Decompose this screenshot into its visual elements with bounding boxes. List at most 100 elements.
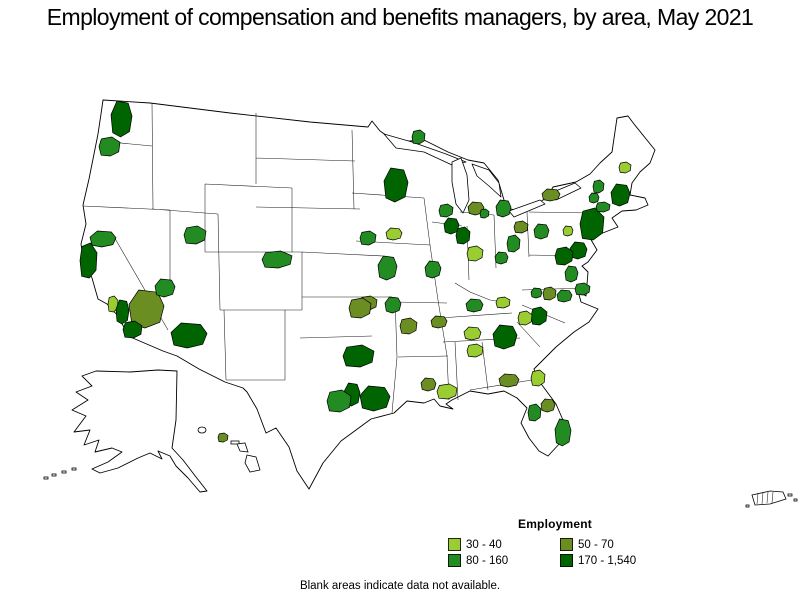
map-area-tallahassee (498, 373, 520, 388)
map-area-greenville-sc (517, 310, 533, 326)
map-area-little-rock (399, 317, 418, 335)
map-area-las-vegas (154, 278, 176, 298)
map-area-birmingham (466, 343, 484, 358)
vieques-island (787, 493, 793, 497)
map-area-omaha (359, 230, 377, 246)
map-area-baton-rouge (420, 377, 437, 392)
culebra-island (793, 498, 798, 502)
map-area-san-antonio (326, 389, 352, 413)
map-area-richmond (564, 265, 579, 283)
legend-swatch (560, 538, 573, 551)
legend-label: 30 - 40 (466, 538, 502, 551)
legend: Employment 30 - 40 50 - 70 80 - 160 170 - 1… (448, 517, 662, 567)
map-area-orlando (540, 398, 556, 413)
map-area-tulsa (384, 296, 402, 314)
legend-swatch (448, 554, 461, 567)
lake-michigan (451, 157, 470, 214)
map-area-santa-barbara (107, 295, 119, 313)
hawaii-islands (197, 426, 261, 473)
lake-huron (471, 163, 502, 198)
aleutian-island (61, 470, 67, 474)
map-area-tampa (527, 403, 542, 422)
map-area-salt-lake-city (183, 225, 207, 245)
map-area-milwaukee (443, 217, 460, 235)
map-area-denver (261, 250, 293, 269)
map-area-columbus-oh (506, 234, 521, 253)
map-area-charlotte (530, 306, 548, 326)
legend-label: 170 - 1,540 (578, 554, 637, 567)
map-area-scranton (562, 225, 574, 237)
map-area-portland-or (98, 136, 121, 157)
lake-erie (508, 199, 546, 218)
map-area-jacksonville (530, 369, 546, 387)
puerto-rico (745, 490, 798, 508)
map-area-chicago (455, 226, 471, 245)
aleutian-island (43, 476, 49, 480)
alaska (43, 369, 208, 493)
map-area-lansing (479, 208, 490, 219)
puerto-rico-municipios (756, 491, 774, 505)
map-area-knoxville (495, 296, 511, 309)
alaska-outline (71, 369, 208, 493)
legend-title: Employment (517, 517, 592, 531)
map-area-cleveland (513, 220, 529, 234)
map-area-indianapolis (466, 245, 484, 262)
map-area-portland-me (618, 161, 632, 174)
map-area-atlanta (492, 324, 518, 350)
map-area-greensboro (530, 287, 543, 299)
map-area-grand-rapids (467, 201, 485, 216)
puerto-rico-islet (745, 504, 750, 508)
map-area-pittsburgh (533, 223, 550, 240)
puerto-rico-outline (751, 490, 787, 506)
map-area-manchester-nh (592, 179, 605, 194)
legend-items: 30 - 40 50 - 70 80 - 160 170 - 1,540 (448, 538, 662, 567)
map-area-st-louis (424, 260, 442, 279)
legend-item: 50 - 70 (560, 538, 662, 551)
map-area-louisville (465, 298, 484, 313)
aleutian-island (71, 467, 77, 471)
aleutian-island (51, 473, 57, 477)
map-area-miami-south-florida (554, 418, 572, 447)
maui-island (236, 442, 249, 453)
molokai-island (230, 440, 240, 445)
map-area-dallas-fort-worth (342, 344, 375, 368)
kauai-island (197, 426, 207, 434)
map-area-des-moines (385, 227, 403, 241)
map-area-albany (588, 192, 600, 204)
map-area-madison (438, 203, 454, 218)
map-area-phoenix (170, 322, 208, 349)
map-area-virginia-beach (574, 282, 591, 296)
legend-swatch (448, 538, 461, 551)
map-area-boston (610, 183, 631, 207)
map-area-honolulu (217, 432, 229, 443)
map-area-raleigh (556, 289, 573, 303)
map-area-san-francisco-bay (79, 242, 98, 279)
footnote: Blank areas indicate data not available. (299, 580, 501, 592)
map-area-los-angeles (115, 299, 130, 325)
map-area-durham (542, 286, 557, 301)
map-area-new-orleans (436, 383, 458, 400)
legend-item: 30 - 40 (448, 538, 560, 551)
metro-areas-layer (79, 100, 632, 447)
map-area-memphis (430, 315, 448, 329)
map-area-san-diego (122, 320, 143, 339)
map-area-syracuse-rochester (541, 188, 561, 202)
map-area-seattle-tacoma (110, 100, 133, 138)
map-area-nashville (463, 326, 482, 341)
map-area-houston (359, 385, 391, 412)
legend-label: 80 - 160 (466, 554, 509, 567)
hawaii-island (244, 454, 261, 473)
map-area-baltimore-washington (554, 246, 574, 266)
map-area-cincinnati (494, 251, 509, 265)
map-area-sacramento (89, 230, 117, 248)
map-area-oklahoma-city (348, 297, 372, 319)
legend-label: 50 - 70 (578, 538, 614, 551)
map-area-hartford-new-haven (595, 201, 611, 213)
map-title: Employment of compensation and benefits … (46, 4, 754, 30)
map-area-kansas-city (377, 255, 398, 281)
map-area-duluth (411, 129, 426, 145)
legend-item: 80 - 160 (448, 554, 560, 567)
map-area-minneapolis-st-paul (383, 167, 409, 203)
